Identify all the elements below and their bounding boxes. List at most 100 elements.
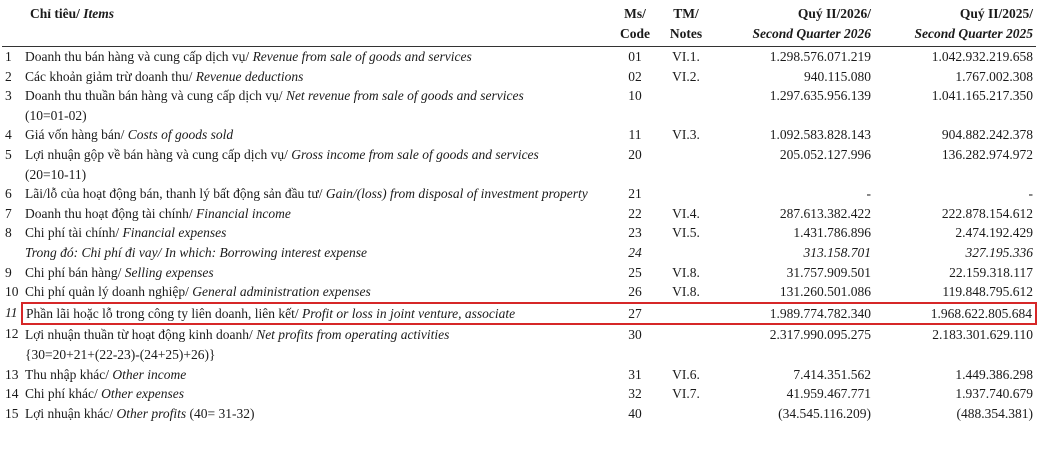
code-cell: 32 — [612, 384, 658, 404]
q2025-value: 222.878.154.612 — [941, 205, 1033, 221]
row-number-cell — [2, 243, 22, 263]
item-en: Selling expenses — [124, 264, 214, 280]
item-en: Other expenses — [101, 386, 184, 402]
code: 27 — [628, 305, 642, 321]
notes: VI.7. — [672, 386, 700, 402]
notes-cell — [658, 301, 714, 326]
row-number-cell: 15 — [2, 404, 22, 424]
item-en: In which: Borrowing interest expense — [164, 244, 367, 260]
q2025-cell: 2.474.192.429 — [874, 223, 1036, 243]
q2025-cell: 119.848.795.612 — [874, 282, 1036, 303]
notes-cell: VI.3. — [658, 125, 714, 145]
row-number-cell: 9 — [2, 263, 22, 283]
row-number: 8 — [5, 225, 12, 241]
item-formula: (10=01-02) — [25, 107, 87, 123]
q2026-cell: 313.158.701 — [714, 243, 874, 263]
table-row: 4 Giá vốn hàng bán/ Costs of goods sold 11… — [2, 125, 1036, 145]
header-text: Ms/ — [624, 6, 646, 21]
table-row: 2 Các khoản giảm trừ doanh thu/ Revenue d… — [2, 67, 1036, 87]
item-vn: Lợi nhuận gộp về bán hàng và cung cấp dị… — [25, 146, 288, 162]
code-cell: 24 — [612, 243, 658, 263]
item-en: Financial expenses — [122, 225, 227, 241]
item-en: Gross income from sale of goods and serv… — [291, 146, 539, 162]
item-vn: Lợi nhuận khác/ — [25, 405, 114, 421]
item-cell: Lợi nhuận thuần từ hoạt động kinh doanh/… — [22, 324, 612, 364]
header-items: Chỉ tiêu/ Items — [22, 4, 612, 47]
code: 24 — [628, 244, 642, 260]
row-number: 9 — [5, 264, 12, 280]
q2025-cell: 22.159.318.117 — [874, 263, 1036, 283]
header-text: Quý II/2025/ — [959, 6, 1033, 21]
item-cell: Doanh thu thuần bán hàng và cung cấp dịc… — [22, 86, 612, 125]
notes: VI.3. — [672, 127, 700, 143]
code-cell: 27 — [612, 301, 658, 326]
q2025-value: 1.767.002.308 — [955, 68, 1033, 84]
q2025-cell: 222.878.154.612 — [874, 204, 1036, 224]
header-row: Chỉ tiêu/ Items Ms/Code TM/Notes Quý II/… — [2, 4, 1036, 47]
q2026-value: 7.414.351.562 — [793, 366, 871, 382]
q2026-cell: 1.298.576.071.219 — [714, 47, 874, 67]
q2026-cell: 31.757.909.501 — [714, 263, 874, 283]
notes-cell: VI.8. — [658, 282, 714, 303]
item-vn: Trong đó: Chi phí đi vay/ — [25, 244, 162, 260]
row-number-cell: 8 — [2, 223, 22, 243]
q2026-value: 1.431.786.896 — [793, 225, 871, 241]
q2025-value: 327.195.336 — [965, 244, 1034, 260]
q2025-cell: 327.195.336 — [874, 243, 1036, 263]
row-number: 14 — [5, 386, 19, 402]
row-number-cell: 11 — [2, 303, 22, 325]
q2025-cell: 1.937.740.679 — [874, 384, 1036, 404]
item-vn: Giá vốn hàng bán/ — [25, 127, 125, 143]
item-cell: Doanh thu hoạt động tài chính/ Financial… — [22, 204, 612, 224]
table-body: 1 Doanh thu bán hàng và cung cấp dịch vụ/… — [2, 47, 1037, 424]
item-en: Gain/(loss) from disposal of investment … — [325, 186, 588, 202]
q2026-cell: - — [714, 184, 874, 204]
code: 31 — [628, 366, 642, 382]
code: 20 — [628, 146, 642, 162]
row-number: 11 — [5, 304, 18, 320]
table-row: 12 Lợi nhuận thuần từ hoạt động kinh doan… — [2, 324, 1036, 364]
item-formula: (40= 31-32) — [189, 405, 255, 421]
row-number-cell: 10 — [2, 282, 22, 303]
header-text: TM/ — [673, 6, 699, 21]
header-no — [2, 4, 22, 47]
row-number: 15 — [5, 405, 19, 421]
q2026-value: 313.158.701 — [803, 244, 872, 260]
header-text: Second Quarter 2026 — [752, 26, 871, 41]
item-cell: Giá vốn hàng bán/ Costs of goods sold — [22, 125, 612, 145]
item-vn: Lãi/lỗ của hoạt động bán, thanh lý bất đ… — [25, 186, 323, 202]
row-number-cell: 6 — [2, 184, 22, 204]
q2026-value: 1.298.576.071.219 — [769, 49, 871, 64]
item-en: Other profits — [116, 405, 187, 421]
q2026-cell: 1.092.583.828.143 — [714, 125, 874, 145]
q2026-value: (34.545.116.209) — [778, 405, 871, 421]
q2025-cell: 1.041.165.217.350 — [874, 86, 1036, 125]
income-statement: Chỉ tiêu/ Items Ms/Code TM/Notes Quý II/… — [2, 4, 1037, 423]
header-q2026: Quý II/2026/Second Quarter 2026 — [714, 4, 874, 47]
notes: VI.8. — [672, 264, 700, 280]
notes-cell: VI.2. — [658, 67, 714, 87]
code: 11 — [628, 127, 642, 143]
code-cell: 11 — [612, 125, 658, 145]
item-vn: Các khoản giảm trừ doanh thu/ — [25, 68, 193, 84]
code-cell: 30 — [612, 324, 658, 364]
row-number-cell: 12 — [2, 324, 22, 364]
code-cell: 26 — [612, 282, 658, 303]
item-en: Net revenue from sale of goods and servi… — [285, 88, 524, 104]
notes-cell — [658, 404, 714, 424]
item-vn: Chi phí quản lý doanh nghiệp/ — [25, 284, 189, 300]
row-number-cell: 3 — [2, 86, 22, 125]
code-cell: 23 — [612, 223, 658, 243]
row-number: 13 — [5, 366, 19, 382]
row-number-cell: 7 — [2, 204, 22, 224]
item-vn: Doanh thu bán hàng và cung cấp dịch vụ/ — [25, 49, 250, 64]
table-row: 11 Phần lãi hoặc lỗ trong công ty liên do… — [2, 301, 1037, 326]
table-row: 15 Lợi nhuận khác/ Other profits (40= 31-… — [2, 404, 1036, 424]
q2026-cell: (34.545.116.209) — [714, 404, 874, 424]
q2026-cell: 7.414.351.562 — [714, 365, 874, 385]
code: 30 — [628, 327, 642, 343]
notes: VI.2. — [672, 68, 700, 84]
notes-cell — [658, 243, 714, 263]
item-cell: Trong đó: Chi phí đi vay/ In which: Borr… — [22, 243, 612, 263]
notes-cell: VI.6. — [658, 365, 714, 385]
